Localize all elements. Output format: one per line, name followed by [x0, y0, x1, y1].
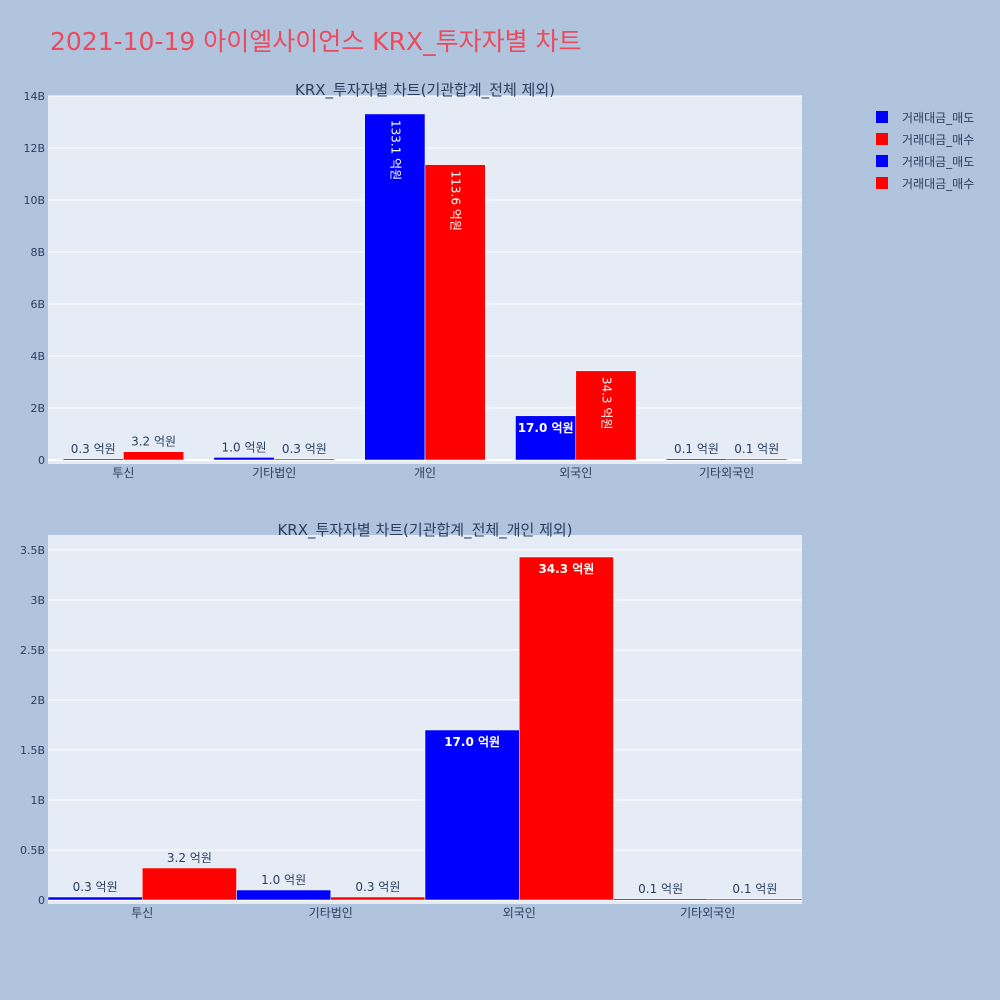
data-label: 0.1 억원 [732, 882, 777, 896]
bar [726, 458, 788, 461]
bar [47, 896, 143, 901]
bar [62, 458, 124, 461]
data-label: 0.1 억원 [638, 882, 683, 896]
y-tick-label: 3B [30, 594, 45, 607]
bar [519, 556, 614, 901]
x-tick-label: 투신 [112, 466, 134, 480]
x-tick-label: 외국인 [559, 466, 592, 480]
bar [273, 458, 335, 461]
legend-item[interactable]: 거래대금_매수 [876, 128, 974, 150]
bar [424, 729, 520, 901]
y-tick-label: 1B [30, 794, 45, 807]
data-label: 17.0 억원 [444, 735, 500, 749]
y-tick-label: 10B [23, 194, 45, 207]
legend-item[interactable]: 거래대금_매도 [876, 106, 974, 128]
bar [213, 457, 275, 461]
y-tick-label: 0 [38, 454, 45, 467]
data-label: 0.3 억원 [282, 442, 327, 456]
x-tick-label: 기타외국인 [680, 906, 735, 920]
x-tick-label: 개인 [414, 466, 436, 480]
y-tick-label: 2B [30, 402, 45, 415]
legend-item[interactable]: 거래대금_매도 [876, 150, 974, 172]
data-label: 3.2 억원 [131, 435, 176, 449]
data-label: 113.6 억원 [449, 171, 463, 231]
y-tick-label: 1.5B [20, 744, 45, 757]
data-label: 0.3 억원 [71, 442, 116, 456]
bar [330, 896, 426, 901]
bar [364, 113, 426, 461]
x-tick-label: 기타법인 [252, 466, 296, 480]
bar [575, 370, 637, 461]
data-label: 0.1 억원 [674, 442, 719, 456]
data-label: 0.1 억원 [734, 442, 779, 456]
y-tick-label: 2B [30, 694, 45, 707]
data-label: 34.3 억원 [538, 562, 594, 576]
bar [613, 898, 708, 901]
x-tick-label: 기타법인 [309, 906, 353, 920]
y-tick-label: 0.5B [20, 844, 45, 857]
y-tick-label: 8B [30, 246, 45, 259]
bar [142, 867, 237, 901]
legend-swatch [876, 133, 888, 145]
legend-label: 거래대금_매수 [902, 132, 975, 147]
chart-title: KRX_투자자별 차트(기관합계_전체 제외) [295, 81, 555, 100]
legend-item[interactable]: 거래대금_매수 [876, 172, 974, 194]
bar [666, 458, 727, 461]
y-tick-label: 2.5B [20, 644, 45, 657]
legend-label: 거래대금_매도 [902, 110, 975, 125]
data-label: 3.2 억원 [167, 851, 212, 865]
y-tick-label: 4B [30, 350, 45, 363]
main-title: 2021-10-19 아이엘사이언스 KRX_투자자별 차트 [50, 27, 582, 56]
x-tick-label: 외국인 [503, 906, 536, 920]
data-label: 1.0 억원 [261, 873, 306, 887]
data-label: 133.1 억원 [388, 120, 402, 180]
data-label: 17.0 억원 [518, 421, 574, 435]
legend-label: 거래대금_매수 [902, 176, 975, 191]
bar [123, 451, 184, 461]
bar [236, 889, 331, 901]
chart-title: KRX_투자자별 차트(기관합계_전체_개인 제외) [277, 521, 572, 540]
bar [707, 898, 803, 901]
legend[interactable]: 거래대금_매도 거래대금_매수 거래대금_매도 거래대금_매수 [876, 106, 974, 194]
y-tick-label: 6B [30, 298, 45, 311]
bar [515, 415, 577, 461]
data-label: 1.0 억원 [222, 440, 267, 454]
legend-swatch [876, 177, 888, 189]
y-tick-label: 3.5B [20, 544, 45, 557]
y-tick-label: 14B [23, 90, 45, 103]
data-label: 0.3 억원 [73, 880, 118, 894]
x-tick-label: 투신 [131, 906, 153, 920]
legend-label: 거래대금_매도 [902, 154, 975, 169]
x-tick-label: 기타외국인 [699, 466, 754, 480]
legend-swatch [876, 111, 888, 123]
y-tick-label: 0 [38, 894, 45, 907]
legend-swatch [876, 155, 888, 167]
data-label: 0.3 억원 [355, 880, 400, 894]
y-tick-label: 12B [23, 142, 45, 155]
bar [424, 164, 486, 461]
data-label: 34.3 억원 [599, 377, 613, 430]
